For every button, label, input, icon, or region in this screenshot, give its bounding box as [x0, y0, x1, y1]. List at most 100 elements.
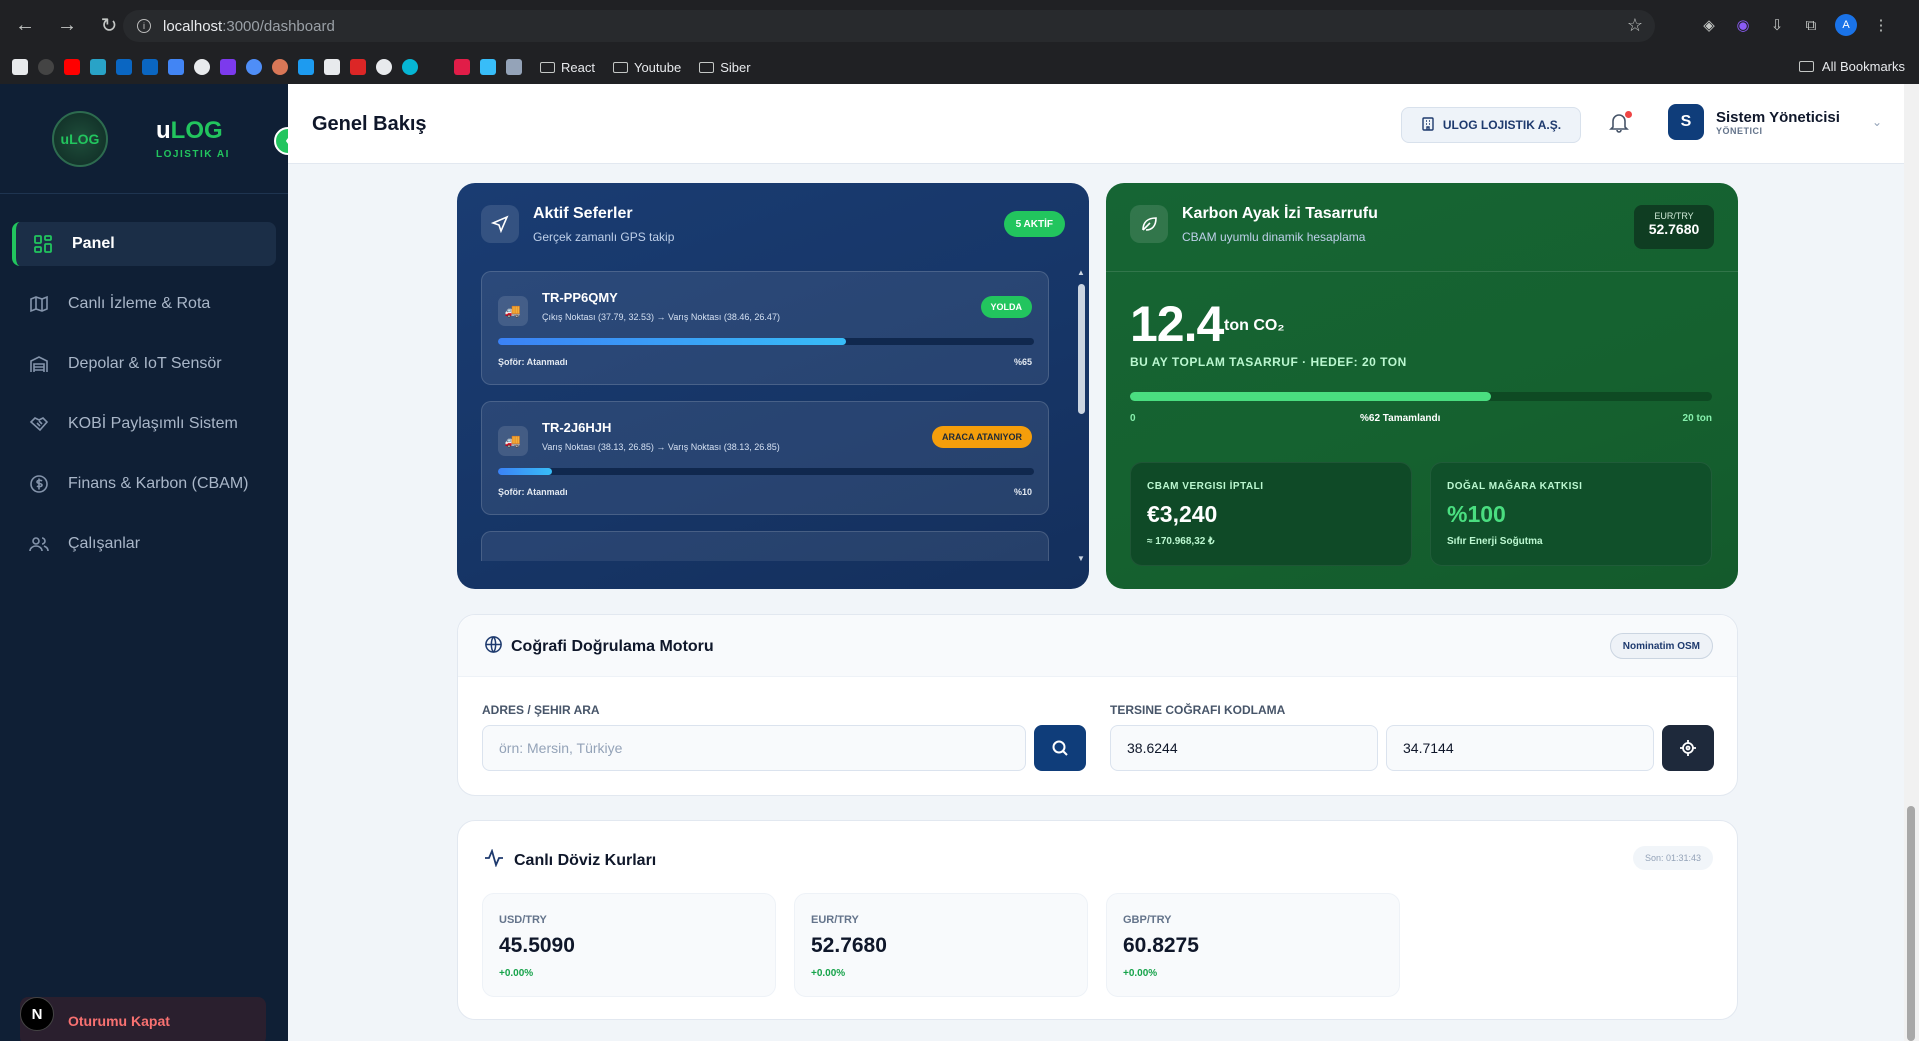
- youtube-icon[interactable]: [64, 59, 80, 75]
- trip-list-scrollbar[interactable]: ▲ ▼: [1077, 268, 1086, 564]
- bookmark-icon[interactable]: [428, 59, 444, 75]
- fx-rates-card: Canlı Döviz Kurları Son: 01:31:43 USD/TR…: [457, 820, 1738, 1020]
- claude-icon[interactable]: [272, 59, 288, 75]
- bookmark-folder-youtube[interactable]: Youtube: [612, 60, 681, 75]
- bookmark-icon[interactable]: [38, 59, 54, 75]
- brand-name: uLOG: [156, 117, 230, 145]
- extension-icon[interactable]: ◉: [1736, 17, 1750, 34]
- card-title-text: Coğrafi Doğrulama Motoru: [511, 638, 714, 655]
- last-update-badge: Son: 01:31:43: [1632, 846, 1713, 870]
- bar-mid-label: %62 Tamamlandı: [1360, 413, 1441, 424]
- nominatim-badge: Nominatim OSM: [1609, 633, 1713, 659]
- warehouse-icon: [28, 353, 50, 375]
- linkedin-icon[interactable]: [142, 59, 158, 75]
- rate-label: EUR/TRY: [1654, 211, 1694, 221]
- fx-value: 52.7680: [811, 934, 887, 957]
- forward-icon[interactable]: →: [57, 13, 77, 36]
- carbon-savings-card: Karbon Ayak İzi Tasarrufu CBAM uyumlu di…: [1106, 183, 1738, 589]
- puzzle-icon[interactable]: ⧉: [1805, 16, 1817, 34]
- bookmark-icon[interactable]: [12, 59, 28, 75]
- brand-name-suffix: LOG: [170, 117, 223, 144]
- trip-progress-bar: [498, 468, 1034, 475]
- fx-pair: GBP/TRY: [1123, 914, 1172, 926]
- search-label: ADRES / ŞEHIR ARA: [482, 703, 600, 717]
- gemini-icon[interactable]: [246, 59, 262, 75]
- user-role: YÖNETICI: [1716, 125, 1763, 136]
- card-title: Aktif Seferler: [533, 205, 633, 222]
- address-bar[interactable]: i localhost:3000/dashboard ☆: [123, 10, 1655, 42]
- sidebar-item-live-tracking[interactable]: Canlı İzleme & Rota: [12, 282, 276, 326]
- bookmark-icon[interactable]: [324, 59, 340, 75]
- notification-bell-icon[interactable]: [1608, 111, 1634, 137]
- dollar-icon: [28, 473, 50, 495]
- divider: [1106, 271, 1738, 272]
- github-icon[interactable]: [194, 59, 210, 75]
- trip-list[interactable]: 🚚 TR-PP6QMY Çıkış Noktası (37.79, 32.53)…: [481, 271, 1059, 561]
- scroll-down-arrow[interactable]: ▼: [1077, 554, 1085, 563]
- card-header: Coğrafi Doğrulama Motoru Nominatim OSM: [458, 615, 1737, 677]
- extension-icon[interactable]: ◈: [1703, 17, 1715, 34]
- trip-item-partial[interactable]: [481, 531, 1049, 561]
- logout-button[interactable]: Oturumu Kapat: [20, 997, 266, 1041]
- browser-toolbar: ← → ↻: [0, 0, 1919, 50]
- trip-route: Çıkış Noktası (37.79, 32.53) → Varış Nok…: [542, 312, 780, 322]
- sidebar-item-warehouses[interactable]: Depolar & IoT Sensör: [12, 342, 276, 386]
- site-info-icon[interactable]: i: [137, 19, 151, 33]
- bookmark-folder-siber[interactable]: Siber: [699, 59, 751, 75]
- fx-pair: USD/TRY: [499, 914, 547, 926]
- bookmark-star-icon[interactable]: ☆: [1626, 15, 1643, 35]
- extension-icon[interactable]: ⇩: [1770, 17, 1784, 34]
- sidebar-item-sme-shared[interactable]: KOBİ Paylaşımlı Sistem: [12, 402, 276, 446]
- trip-driver: Şoför: Atanmadı: [498, 487, 568, 497]
- bookmark-icon[interactable]: [116, 59, 132, 75]
- avatar: S: [1668, 104, 1704, 140]
- card-title-text: Canlı Döviz Kurları: [514, 851, 657, 869]
- sidebar-item-label: Depolar & IoT Sensör: [68, 355, 222, 372]
- bookmark-icon[interactable]: [350, 59, 366, 75]
- menu-icon[interactable]: ⋮: [1873, 17, 1889, 34]
- translate-icon[interactable]: [168, 59, 184, 75]
- back-icon[interactable]: ←: [15, 13, 35, 36]
- bookmark-icon[interactable]: [376, 59, 392, 75]
- page-scrollbar[interactable]: [1904, 84, 1919, 1041]
- trip-item[interactable]: 🚚 TR-2J6HJH Varış Noktası (38.13, 26.85)…: [481, 401, 1049, 515]
- longitude-input[interactable]: 34.7144: [1386, 725, 1654, 771]
- bookmark-folder-react[interactable]: React: [540, 60, 595, 75]
- search-button[interactable]: [1034, 725, 1086, 771]
- card-title: Karbon Ayak İzi Tasarrufu: [1182, 205, 1378, 222]
- bookmark-icon[interactable]: [480, 59, 496, 75]
- profile-avatar[interactable]: A: [1835, 14, 1857, 36]
- cbam-tax-box: CBAM VERGISI İPTALI €3,240 ≈ 170.968,32 …: [1130, 462, 1412, 566]
- sidebar-item-panel[interactable]: Panel: [12, 222, 276, 266]
- user-menu[interactable]: S Sistem Yöneticisi YÖNETICI ⌄: [1668, 104, 1882, 140]
- bookmark-folder-label: Siber: [720, 59, 751, 75]
- fx-rate-card: GBP/TRY 60.8275 +0.00%: [1106, 893, 1400, 997]
- trip-item[interactable]: 🚚 TR-PP6QMY Çıkış Noktası (37.79, 32.53)…: [481, 271, 1049, 385]
- carbon-progress-fill: [1130, 392, 1491, 401]
- bookmark-icon[interactable]: [402, 59, 418, 75]
- crosshair-icon: [1680, 740, 1696, 756]
- bookmark-icon[interactable]: [220, 59, 236, 75]
- all-bookmarks[interactable]: All Bookmarks: [1798, 59, 1905, 74]
- users-icon: [28, 533, 50, 555]
- bookmark-icon[interactable]: [90, 59, 106, 75]
- fx-change: +0.00%: [811, 968, 846, 979]
- scroll-up-arrow[interactable]: ▲: [1077, 268, 1085, 277]
- bookmark-icon[interactable]: [298, 59, 314, 75]
- address-search-input[interactable]: örn: Mersin, Türkiye: [482, 725, 1026, 771]
- scrollbar-thumb[interactable]: [1078, 284, 1085, 414]
- sidebar-item-label: Canlı İzleme & Rota: [68, 295, 211, 312]
- sidebar-item-label: KOBİ Paylaşımlı Sistem: [68, 415, 238, 432]
- trip-id: TR-2J6HJH: [542, 420, 612, 435]
- sidebar-item-finance-carbon[interactable]: Finans & Karbon (CBAM): [12, 462, 276, 506]
- sidebar-item-employees[interactable]: Çalışanlar: [12, 522, 276, 566]
- company-selector[interactable]: ULOG LOJISTIK A.Ş.: [1401, 107, 1581, 143]
- latitude-input[interactable]: 38.6244: [1110, 725, 1378, 771]
- brand-name-prefix: u: [156, 117, 171, 144]
- bookmark-icon[interactable]: [454, 59, 470, 75]
- bookmark-icon[interactable]: [506, 59, 522, 75]
- reload-icon[interactable]: ↻: [100, 14, 118, 37]
- locate-button[interactable]: [1662, 725, 1714, 771]
- nextjs-dev-badge[interactable]: N: [20, 997, 54, 1031]
- scrollbar-thumb[interactable]: [1907, 806, 1915, 1041]
